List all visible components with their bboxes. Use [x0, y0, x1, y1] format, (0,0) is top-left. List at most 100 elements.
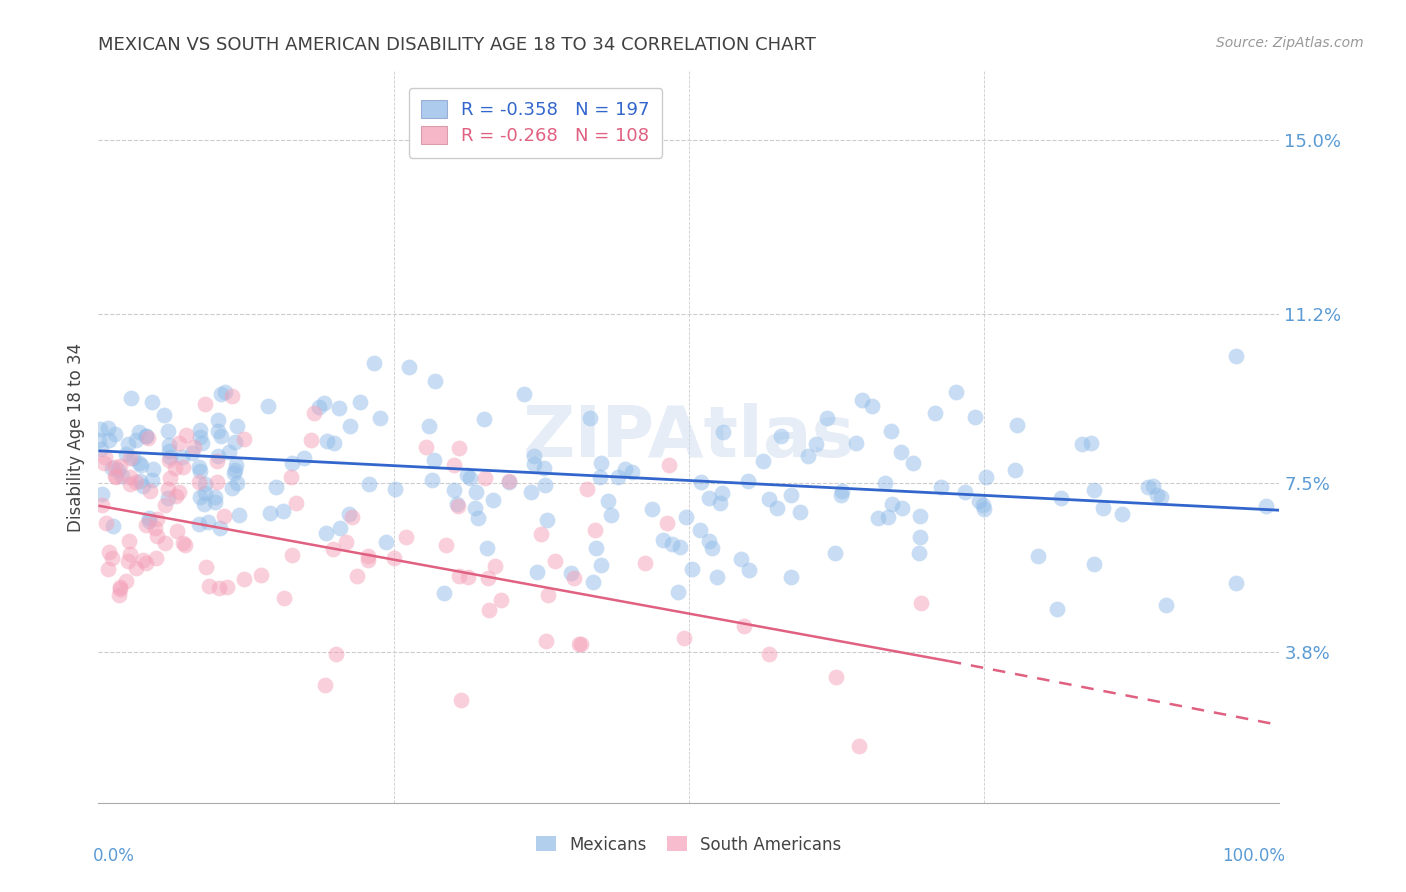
Point	[681, 562, 703, 576]
Point	[357, 549, 380, 564]
Point	[446, 497, 468, 511]
Point	[214, 384, 236, 399]
Point	[212, 509, 235, 524]
Point	[890, 445, 912, 459]
Point	[585, 523, 607, 537]
Point	[100, 551, 122, 566]
Point	[322, 541, 344, 556]
Point	[569, 637, 592, 651]
Point	[1142, 479, 1164, 493]
Point	[187, 475, 209, 490]
Point	[697, 534, 720, 549]
Point	[114, 447, 136, 461]
Point	[221, 389, 243, 403]
Point	[349, 395, 371, 409]
Point	[673, 631, 696, 645]
Point	[457, 570, 479, 584]
Point	[472, 412, 495, 426]
Point	[157, 443, 180, 458]
Point	[224, 463, 246, 477]
Point	[209, 520, 232, 534]
Point	[132, 479, 155, 493]
Point	[339, 419, 361, 434]
Point	[117, 436, 139, 450]
Legend: Mexicans, South Americans: Mexicans, South Americans	[530, 829, 848, 860]
Point	[1149, 491, 1171, 505]
Point	[634, 556, 657, 570]
Point	[146, 512, 169, 526]
Point	[845, 435, 868, 450]
Point	[523, 457, 546, 471]
Point	[910, 597, 932, 611]
Point	[880, 497, 903, 511]
Point	[159, 471, 181, 485]
Point	[536, 513, 558, 527]
Point	[101, 519, 124, 533]
Point	[97, 420, 120, 434]
Point	[118, 450, 141, 465]
Point	[174, 538, 197, 552]
Point	[115, 574, 138, 588]
Point	[233, 572, 256, 586]
Point	[211, 387, 233, 401]
Point	[188, 464, 211, 478]
Point	[433, 586, 456, 600]
Point	[159, 438, 181, 452]
Point	[157, 424, 180, 438]
Point	[167, 436, 190, 450]
Point	[93, 457, 115, 471]
Point	[690, 475, 713, 489]
Point	[180, 445, 202, 459]
Point	[375, 535, 398, 549]
Point	[129, 475, 152, 489]
Point	[891, 501, 914, 516]
Point	[675, 509, 697, 524]
Point	[198, 579, 221, 593]
Point	[666, 585, 689, 599]
Point	[1111, 508, 1133, 522]
Point	[384, 482, 406, 496]
Point	[118, 534, 141, 549]
Point	[709, 496, 731, 510]
Point	[877, 509, 900, 524]
Point	[789, 505, 811, 519]
Point	[1026, 549, 1049, 563]
Point	[568, 637, 591, 651]
Point	[128, 425, 150, 439]
Point	[474, 471, 496, 485]
Point	[1046, 602, 1069, 616]
Point	[104, 427, 127, 442]
Point	[155, 536, 177, 550]
Point	[125, 475, 148, 489]
Point	[141, 473, 163, 487]
Point	[329, 521, 352, 535]
Point	[1136, 480, 1159, 494]
Point	[710, 486, 733, 500]
Point	[465, 484, 488, 499]
Point	[138, 515, 160, 529]
Point	[226, 418, 249, 433]
Point	[482, 493, 505, 508]
Point	[831, 484, 853, 499]
Point	[585, 541, 607, 556]
Point	[156, 482, 179, 496]
Text: ZIPAtlas: ZIPAtlas	[523, 402, 855, 472]
Point	[614, 462, 637, 476]
Point	[104, 460, 127, 475]
Point	[972, 498, 994, 512]
Point	[860, 400, 883, 414]
Point	[582, 575, 605, 590]
Point	[830, 488, 852, 502]
Point	[443, 458, 465, 472]
Point	[652, 533, 675, 547]
Point	[225, 476, 247, 491]
Point	[335, 535, 357, 549]
Point	[544, 554, 567, 568]
Point	[292, 451, 315, 466]
Point	[589, 558, 612, 572]
Point	[398, 359, 420, 374]
Point	[730, 551, 752, 566]
Point	[908, 508, 931, 523]
Point	[641, 501, 664, 516]
Point	[141, 394, 163, 409]
